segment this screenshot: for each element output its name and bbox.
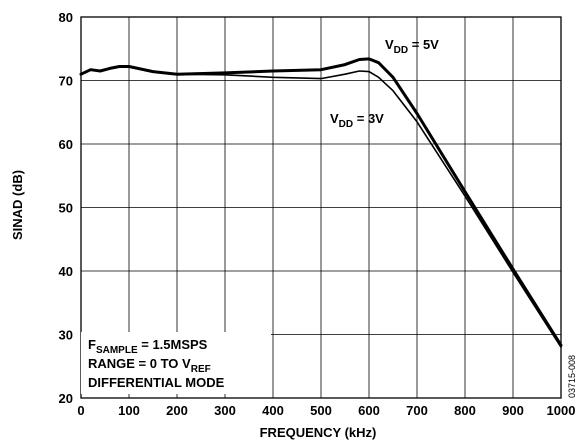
series-line-vdd-3v — [80, 65, 562, 348]
annotation-sample-rate: FSAMPLE = 1.5MSPS — [88, 337, 208, 356]
conditions-box-background — [81, 332, 271, 394]
x-tick-label: 200 — [166, 403, 188, 418]
annotation-mode: DIFFERENTIAL MODE — [88, 375, 225, 390]
x-axis-label: FREQUENCY (kHz) — [260, 425, 377, 440]
annotation-range: RANGE = 0 TO VREF — [88, 356, 211, 375]
x-tick-label: 800 — [454, 403, 476, 418]
series-label-vdd-3v: VDD = 3V — [330, 111, 384, 130]
series-lines — [79, 57, 563, 348]
x-tick-label: 700 — [406, 403, 428, 418]
y-tick-labels: 20 30 40 50 60 70 80 — [59, 10, 73, 406]
figure-code: 03715-008 — [567, 355, 577, 398]
x-tick-label: 500 — [310, 403, 332, 418]
y-tick-label: 20 — [59, 391, 73, 406]
x-tick-label: 900 — [502, 403, 524, 418]
y-tick-label: 50 — [59, 201, 73, 216]
grid — [81, 17, 561, 398]
x-tick-label: 300 — [214, 403, 236, 418]
y-tick-label: 70 — [59, 74, 73, 89]
plot-area-frame — [80, 16, 562, 399]
y-tick-label: 40 — [59, 264, 73, 279]
y-tick-label: 30 — [59, 328, 73, 343]
x-tick-label: 0 — [77, 403, 84, 418]
x-tick-label: 100 — [118, 403, 140, 418]
x-tick-labels: 0 100 200 300 400 500 600 700 800 900 1000 — [77, 403, 575, 418]
x-tick-label: 400 — [262, 403, 284, 418]
x-tick-label: 1000 — [547, 403, 576, 418]
series-label-vdd-5v: VDD = 5V — [385, 37, 439, 56]
y-axis-label: SINAD (dB) — [10, 170, 25, 240]
x-tick-label: 600 — [358, 403, 380, 418]
y-tick-label: 80 — [59, 10, 73, 25]
y-tick-label: 60 — [59, 137, 73, 152]
